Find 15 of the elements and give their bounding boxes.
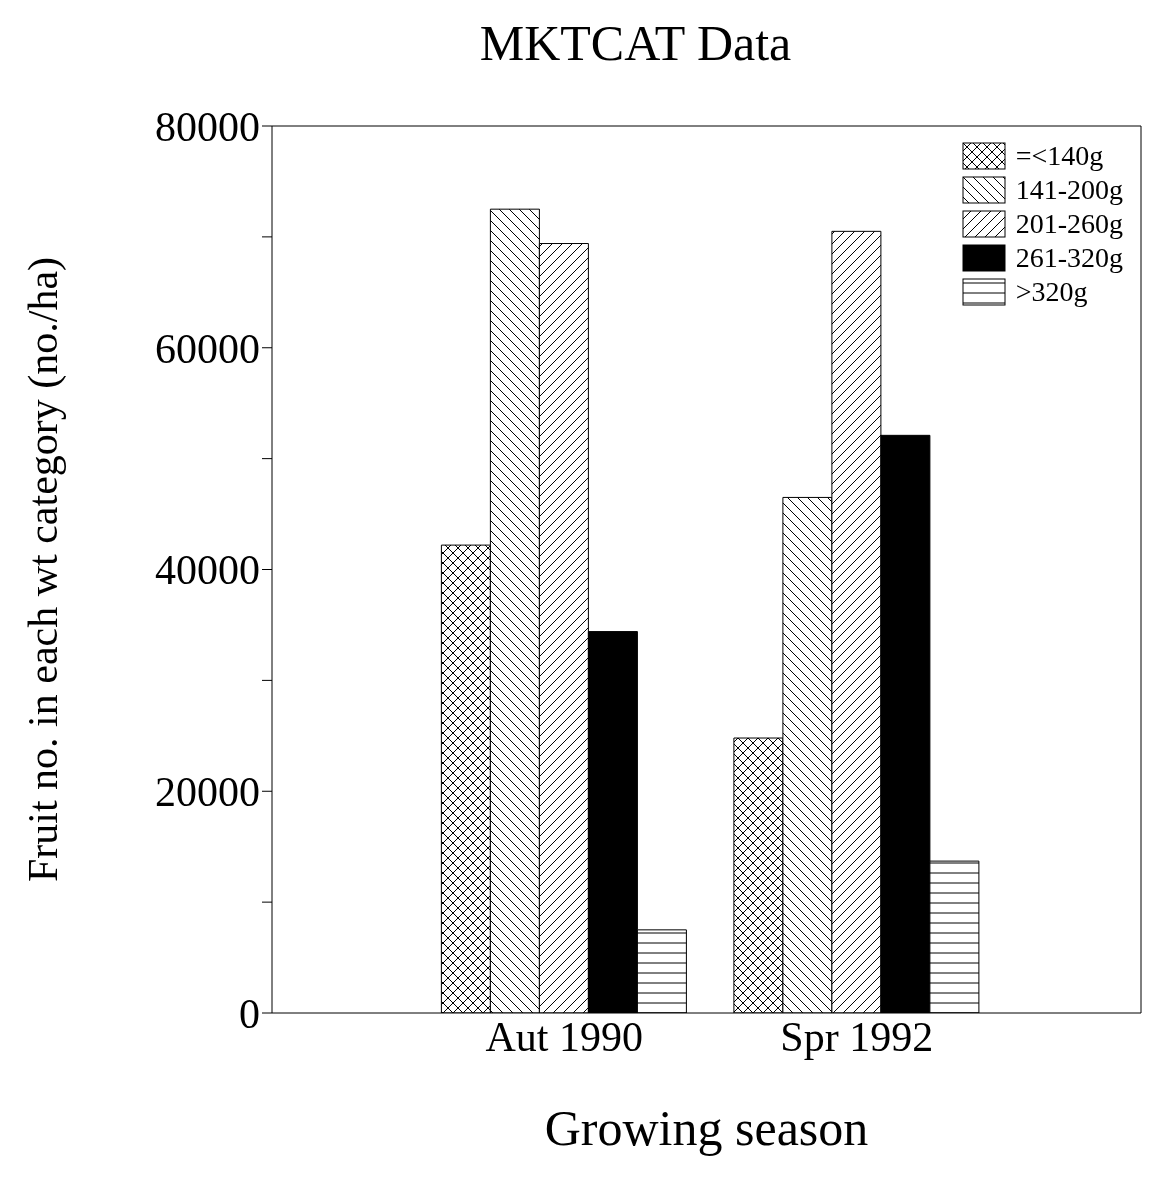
- chart-title: MKTCAT Data: [478, 14, 793, 73]
- y-tick-label: 20000: [155, 769, 260, 816]
- y-tick-label: 40000: [155, 547, 260, 594]
- legend-label: 201-260g: [1015, 208, 1123, 240]
- y-tick-label: 60000: [155, 325, 260, 372]
- y-tick-label: 80000: [155, 103, 260, 150]
- x-tick-label: Aut 1990: [485, 1013, 643, 1060]
- legend-label: 261-320g: [1015, 242, 1123, 274]
- y-tick-label: 0: [239, 990, 260, 1037]
- x-axis-title: Growing season: [544, 1100, 869, 1156]
- x-tick-label: Spr 1992: [780, 1013, 934, 1060]
- legend-label: 141-200g: [1015, 174, 1123, 206]
- legend-label: =<140g: [1015, 140, 1104, 172]
- y-axis-title: Fruit no. in each wt category (no./ha): [19, 256, 67, 883]
- legend-label: >320g: [1015, 276, 1088, 308]
